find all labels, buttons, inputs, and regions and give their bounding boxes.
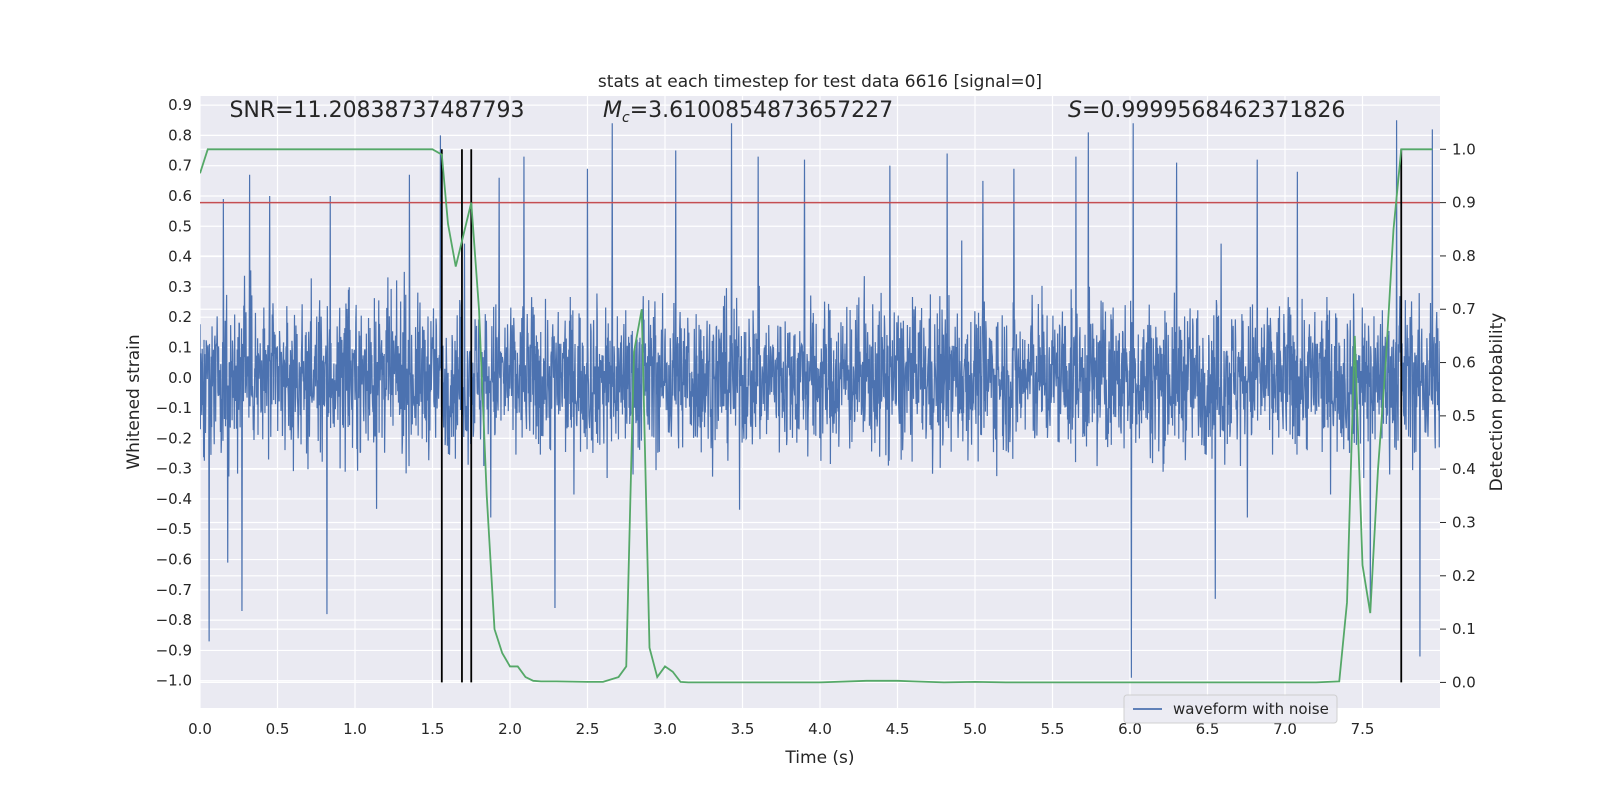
x-tick-label: 5.0 xyxy=(963,720,987,738)
legend: waveform with noise xyxy=(1123,694,1338,724)
chirp-mass-subscript: c xyxy=(622,110,630,126)
legend-label: waveform with noise xyxy=(1173,700,1329,718)
y-tick-label: −0.5 xyxy=(156,520,192,538)
y2-tick-label: 0.3 xyxy=(1452,513,1476,531)
x-tick-label: 2.5 xyxy=(576,720,600,738)
x-tick-label: 7.0 xyxy=(1273,720,1297,738)
x-tick-label: 1.0 xyxy=(343,720,367,738)
y-tick-label: 0.2 xyxy=(168,308,192,326)
y-tick-label: −0.2 xyxy=(156,429,192,447)
y-tick-label: −0.7 xyxy=(156,581,192,599)
y2-tick-label: 0.8 xyxy=(1452,247,1476,265)
y-tick-label: 0.1 xyxy=(168,338,192,356)
y-tick-label: 0.9 xyxy=(168,96,192,114)
y2-tick-label: 0.5 xyxy=(1452,407,1476,425)
x-tick-label: 7.5 xyxy=(1351,720,1375,738)
y-tick-label: −0.8 xyxy=(156,611,192,629)
x-tick-label: 0.5 xyxy=(266,720,290,738)
y2-tick-label: 0.2 xyxy=(1452,567,1476,585)
y-tick-label: 0.0 xyxy=(168,369,192,387)
y-axis-label: Whitened strain xyxy=(124,334,144,469)
y2-tick-label: 0.7 xyxy=(1452,300,1476,318)
x-tick-label: 3.0 xyxy=(653,720,677,738)
y-tick-label: 0.7 xyxy=(168,157,192,175)
y2-tick-label: 0.6 xyxy=(1452,354,1476,372)
y2-axis-label: Detection probability xyxy=(1487,313,1507,492)
x-tick-label: 2.0 xyxy=(498,720,522,738)
x-tick-label: 3.5 xyxy=(731,720,755,738)
y-tick-label: −0.3 xyxy=(156,460,192,478)
x-tick-label: 1.5 xyxy=(421,720,445,738)
score-annotation: S=0.9999568462371826 xyxy=(1068,98,1345,123)
x-tick-label: 6.0 xyxy=(1118,720,1142,738)
series-detection-probability xyxy=(200,148,1433,684)
y2-tick-label: 1.0 xyxy=(1452,140,1476,158)
y-tick-label: −1.0 xyxy=(156,672,192,690)
y2-ticks: 0.0 0.1 0.2 0.3 0.4 0.5 0.6 0.7 0.8 0.9 1.0 xyxy=(1440,140,1476,691)
y-ticks: −1.0 −0.9 −0.8 −0.7 −0.6 −0.5 −0.4 −0.3 −0.2 −0.1… xyxy=(156,96,192,690)
x-tick-label: 4.5 xyxy=(886,720,910,738)
y-tick-label: −0.9 xyxy=(156,641,192,659)
y-tick-label: −0.4 xyxy=(156,490,192,508)
vertical-markers xyxy=(440,149,1403,683)
y2-tick-label: 0.1 xyxy=(1452,620,1476,638)
legend-box xyxy=(1123,694,1338,724)
score-value: =0.9999568462371826 xyxy=(1082,98,1345,123)
score-symbol: S xyxy=(1068,98,1082,123)
x-tick-label: 0.0 xyxy=(188,720,212,738)
chart-title: stats at each timestep for test data 661… xyxy=(598,72,1042,92)
x-tick-label: 5.5 xyxy=(1041,720,1065,738)
y-tick-label: 0.5 xyxy=(168,217,192,235)
y-tick-label: 0.8 xyxy=(168,126,192,144)
chirp-mass-annotation: Mc=3.6100854873657227 xyxy=(603,98,893,126)
y2-tick-label: 0.4 xyxy=(1452,460,1476,478)
chirp-mass-symbol: M xyxy=(603,98,622,123)
x-ticks: 0.0 0.5 1.0 1.5 2.0 2.5 3.0 3.5 4.0 4.5 5.0 5.5 6.0 6… xyxy=(188,720,1374,738)
x-axis-label: Time (s) xyxy=(784,748,854,768)
y-tick-label: 0.4 xyxy=(168,248,192,266)
x-tick-label: 4.0 xyxy=(808,720,832,738)
y-tick-label: −0.1 xyxy=(156,399,192,417)
series-waveform-with-noise xyxy=(200,120,1440,678)
y2-tick-label: 0.0 xyxy=(1452,673,1476,691)
y-tick-label: −0.6 xyxy=(156,551,192,569)
x-tick-label: 6.5 xyxy=(1196,720,1220,738)
y2-tick-label: 0.9 xyxy=(1452,194,1476,212)
y-tick-label: 0.3 xyxy=(168,278,192,296)
y-tick-label: 0.6 xyxy=(168,187,192,205)
chirp-mass-value: =3.6100854873657227 xyxy=(630,98,893,123)
snr-annotation: SNR=11.20838737487793 xyxy=(229,98,524,123)
